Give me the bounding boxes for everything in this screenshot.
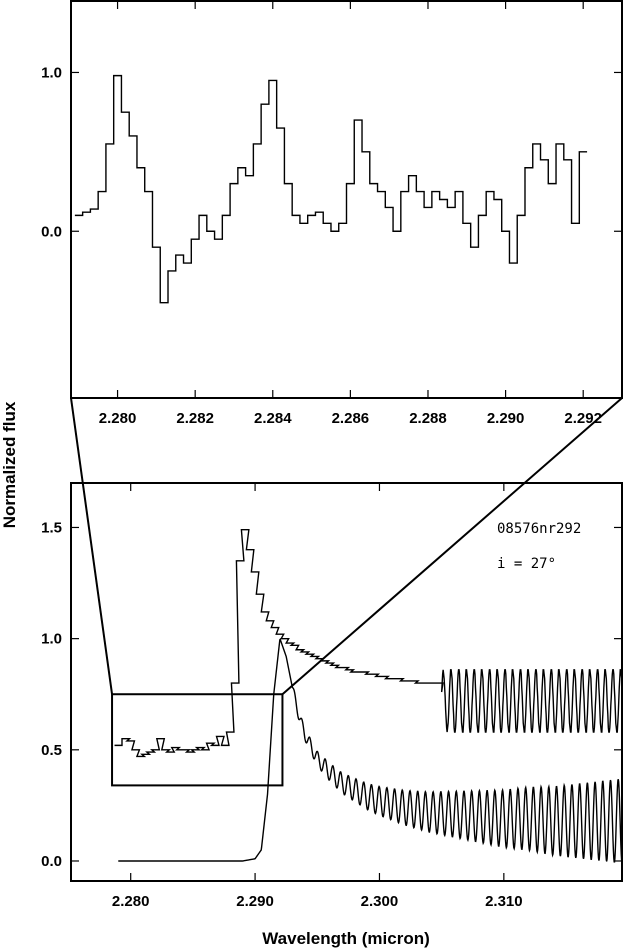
inset-xtick-label: 2.282 — [176, 410, 214, 427]
inset-ytick-label: 0.0 — [41, 223, 62, 240]
inset-xtick-label: 2.284 — [254, 410, 292, 427]
main-series-model — [118, 638, 623, 863]
inset-ticks: 2.280 2.282 2.284 2.286 2.288 2.290 2.292 0.0 1.… — [41, 1, 622, 427]
x-axis-label: Wavelength (micron) — [262, 929, 430, 948]
main-ytick-label: 1.5 — [41, 519, 62, 536]
inset-frame — [70, 0, 623, 399]
main-panel: 2.280 2.290 2.300 2.310 0.0 0.5 1.0 1.5 08576nr… — [41, 397, 623, 910]
main-ticks: 2.280 2.290 2.300 2.310 0.0 0.5 1.0 1.5 — [41, 483, 622, 910]
annotation-inclination: i = 27° — [497, 556, 556, 572]
main-xtick-label: 2.280 — [112, 893, 150, 910]
main-ytick-label: 0.5 — [41, 742, 62, 759]
inset-xtick-label: 2.288 — [409, 410, 447, 427]
main-frame — [70, 482, 623, 882]
inset-xtick-label: 2.290 — [487, 410, 525, 427]
inset-xtick-label: 2.292 — [564, 410, 602, 427]
main-xtick-label: 2.290 — [236, 893, 274, 910]
zoom-box — [111, 693, 284, 787]
inset-panel: 2.280 2.282 2.284 2.286 2.288 2.290 2.292 0.0 1.… — [41, 0, 623, 427]
zoom-connector-left — [70, 397, 114, 695]
annotation-object-id: 08576nr292 — [497, 521, 581, 537]
inset-xtick-label: 2.286 — [332, 410, 370, 427]
inset-series-observed — [74, 74, 588, 304]
main-xtick-label: 2.310 — [485, 893, 523, 910]
zoom-connector-right — [281, 397, 623, 695]
y-axis-label: Normalized flux — [0, 401, 19, 528]
main-ytick-label: 1.0 — [41, 631, 62, 648]
main-xtick-label: 2.300 — [361, 893, 399, 910]
main-ytick-label: 0.0 — [41, 853, 62, 870]
inset-xtick-label: 2.280 — [99, 410, 137, 427]
inset-ytick-label: 1.0 — [41, 64, 62, 81]
